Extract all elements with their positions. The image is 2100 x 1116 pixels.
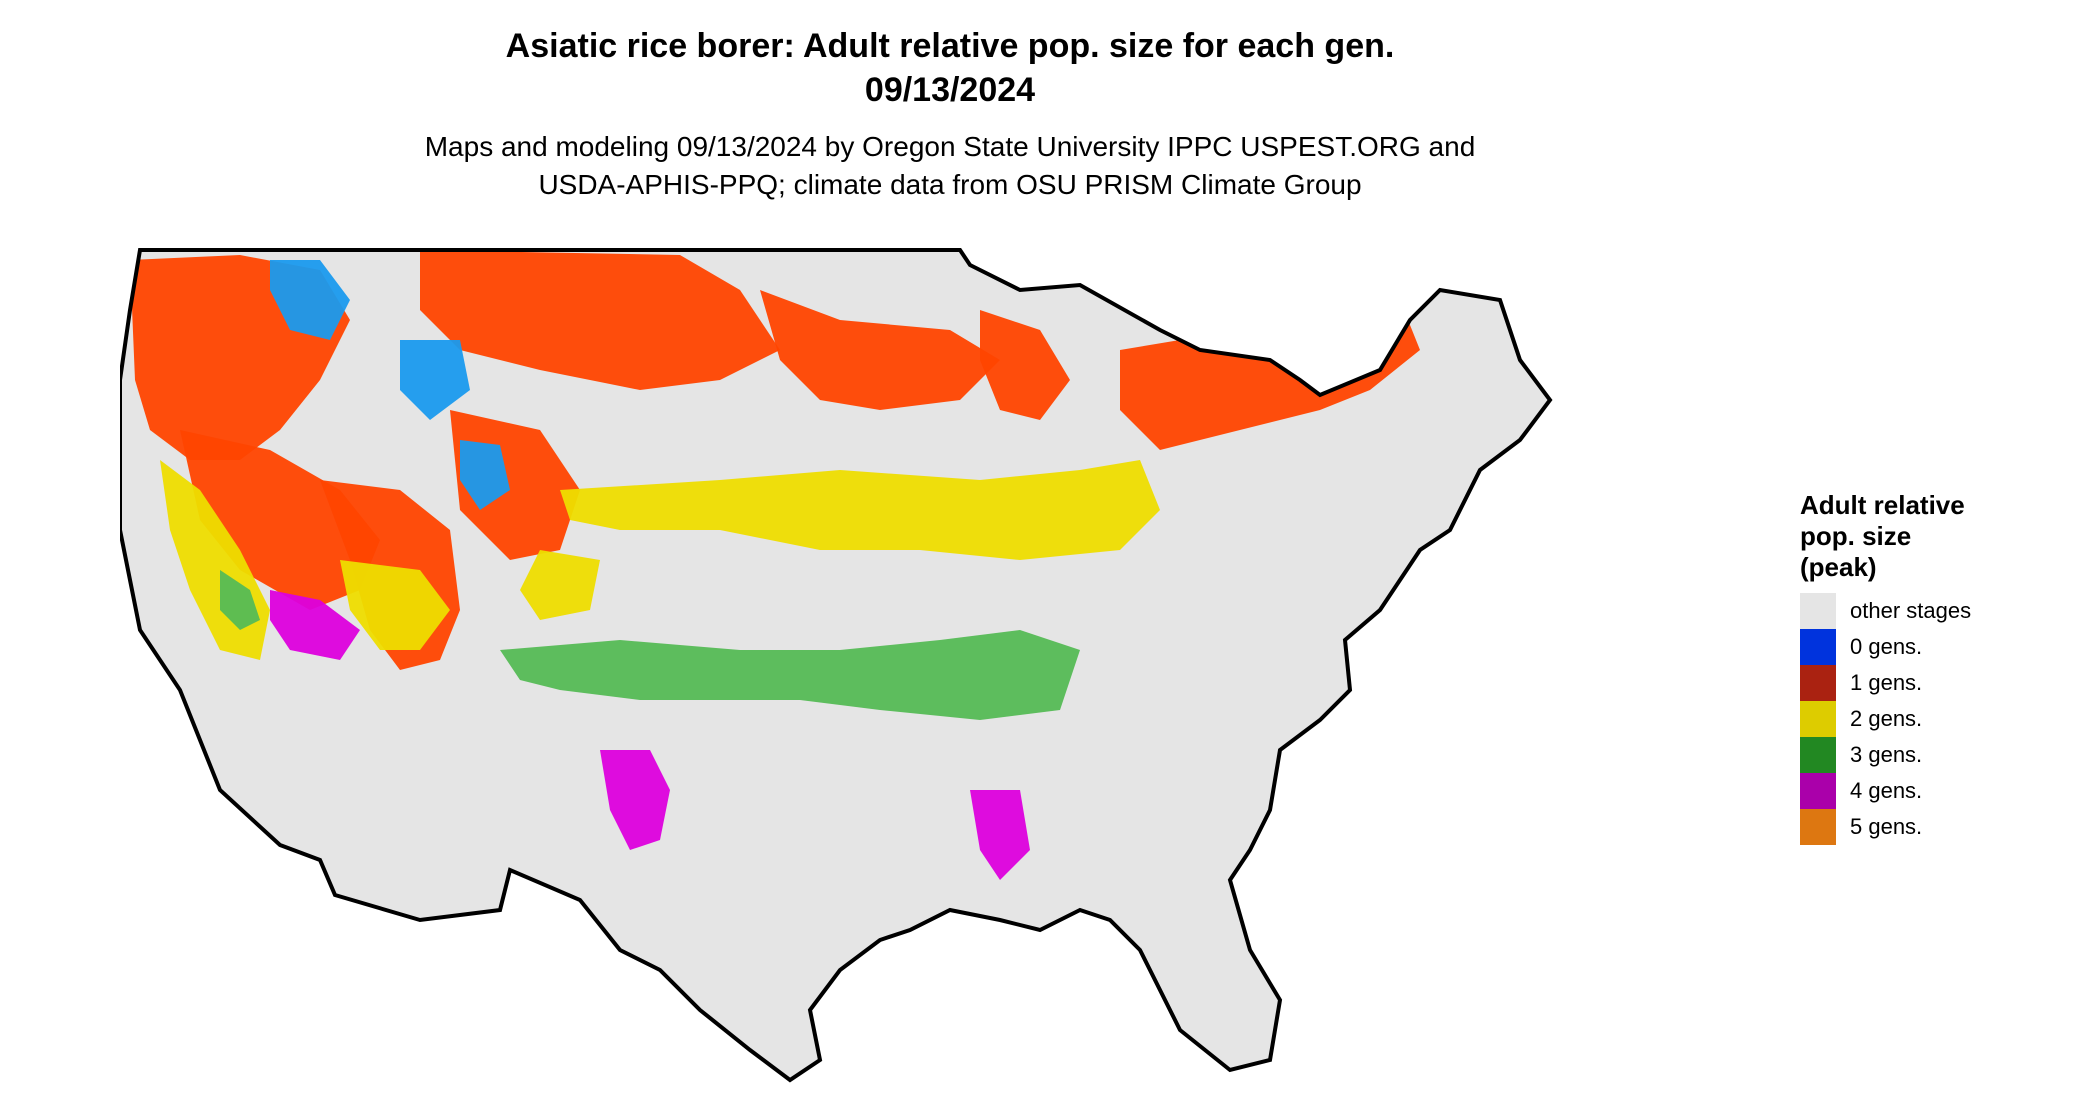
subtitle: Maps and modeling 09/13/2024 by Oregon S…: [0, 128, 1900, 204]
legend-swatch-2-gens: [1800, 701, 1836, 737]
subtitle-line-1: Maps and modeling 09/13/2024 by Oregon S…: [424, 131, 1476, 162]
gen2-region-new-mexico-east: [520, 550, 600, 620]
legend-items: other stages 0 gens. 1 gens. 2 gens. 3 g…: [1800, 593, 2080, 845]
legend-label-2-gens: 2 gens.: [1850, 706, 1923, 731]
us-map: [120, 230, 1770, 1110]
gen4-region-arizona: [270, 590, 360, 660]
legend-item-other-stages: other stages: [1800, 593, 2080, 629]
legend-swatch-other-stages: [1800, 593, 1836, 629]
legend-item-4-gens: 4 gens.: [1800, 773, 2080, 809]
legend-item-5-gens: 5 gens.: [1800, 809, 2080, 845]
legend-title: Adult relative pop. size (peak): [1800, 490, 2080, 583]
gen0-region-idaho: [270, 260, 350, 340]
gen1-region-northern-plains: [420, 250, 780, 390]
legend-item-3-gens: 3 gens.: [1800, 737, 2080, 773]
gen1-region-michigan: [980, 310, 1070, 420]
map-date: 09/13/2024: [864, 71, 1036, 109]
us-map-svg: [120, 248, 1552, 1082]
gen3-region-southern-california: [220, 570, 260, 630]
legend-label-other-stages: other stages: [1850, 598, 1972, 623]
legend-label-0-gens: 0 gens.: [1850, 634, 1923, 659]
gen1-region-upper-midwest: [760, 290, 1000, 410]
gen2-region-central-band: [560, 460, 1160, 560]
legend-label-3-gens: 3 gens.: [1850, 742, 1923, 767]
legend-item-0-gens: 0 gens.: [1800, 629, 2080, 665]
legend-swatch-5-gens: [1800, 809, 1836, 845]
legend-swatch-0-gens: [1800, 629, 1836, 665]
legend: Adult relative pop. size (peak) other st…: [1800, 490, 2080, 845]
subtitle-line-2: USDA-APHIS-PPQ; climate data from OSU PR…: [538, 169, 1362, 200]
legend-title-line-3: (peak): [1800, 552, 1877, 582]
gen0-region-colorado: [460, 440, 510, 510]
legend-title-line-2: pop. size: [1800, 521, 1912, 551]
legend-label-5-gens: 5 gens.: [1850, 814, 1923, 839]
gen4-region-south-texas: [600, 750, 670, 850]
gen4-region-south-florida: [970, 790, 1030, 880]
legend-swatch-1-gens: [1800, 665, 1836, 701]
legend-item-2-gens: 2 gens.: [1800, 701, 2080, 737]
map-title: Asiatic rice borer: Adult relative pop. …: [505, 27, 1395, 65]
legend-label-1-gens: 1 gens.: [1850, 670, 1923, 695]
gen0-region-wyoming: [400, 340, 470, 420]
legend-label-4-gens: 4 gens.: [1850, 778, 1923, 803]
legend-item-1-gens: 1 gens.: [1800, 665, 2080, 701]
title-block: Asiatic rice borer: Adult relative pop. …: [0, 24, 1900, 204]
gen1-region-great-basin: [180, 430, 380, 610]
legend-swatch-3-gens: [1800, 737, 1836, 773]
legend-title-line-1: Adult relative: [1800, 490, 1965, 520]
gen2-region-southwest: [340, 560, 450, 650]
gen3-region-gulf-south: [500, 630, 1080, 720]
legend-swatch-4-gens: [1800, 773, 1836, 809]
